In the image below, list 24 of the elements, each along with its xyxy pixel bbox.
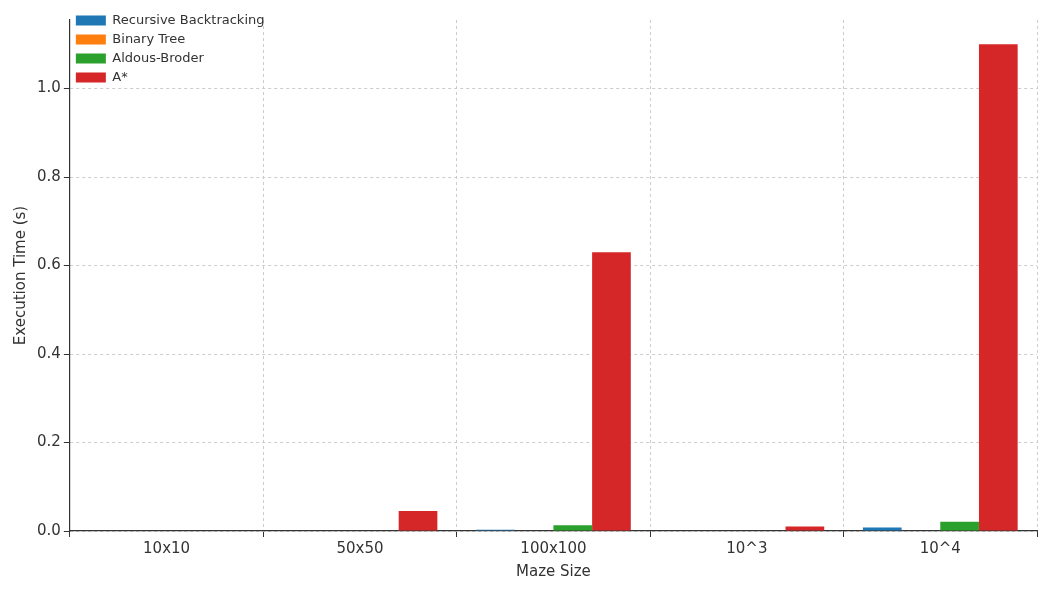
x-tick-label: 10x10 <box>143 538 191 557</box>
x-tick-label: 50x50 <box>336 538 384 557</box>
legend-label: Recursive Backtracking <box>112 11 265 27</box>
bar <box>398 511 438 531</box>
y-tick-label: 1.0 <box>37 78 61 97</box>
bar <box>592 252 631 531</box>
x-tick-label: 100x100 <box>520 538 587 557</box>
x-tick-label: 10^3 <box>726 538 768 557</box>
y-tick-label: 0.6 <box>37 255 61 274</box>
x-axis-title: Maze Size <box>516 561 591 580</box>
y-axis-title: Execution Time (s) <box>10 205 29 346</box>
bar <box>553 525 593 531</box>
bar <box>940 521 979 531</box>
legend-label: Binary Tree <box>112 30 186 46</box>
bar <box>978 44 1018 531</box>
y-tick-label: 0.4 <box>37 343 61 362</box>
y-tick-label: 0.8 <box>37 166 61 185</box>
legend-label: A* <box>112 68 129 84</box>
x-tick-label: 10^4 <box>919 538 961 557</box>
y-tick-label: 0.0 <box>37 520 61 539</box>
y-tick-label: 0.2 <box>37 432 61 451</box>
legend-label: Aldous-Broder <box>112 49 205 65</box>
bar <box>785 526 825 531</box>
bar <box>862 527 902 531</box>
